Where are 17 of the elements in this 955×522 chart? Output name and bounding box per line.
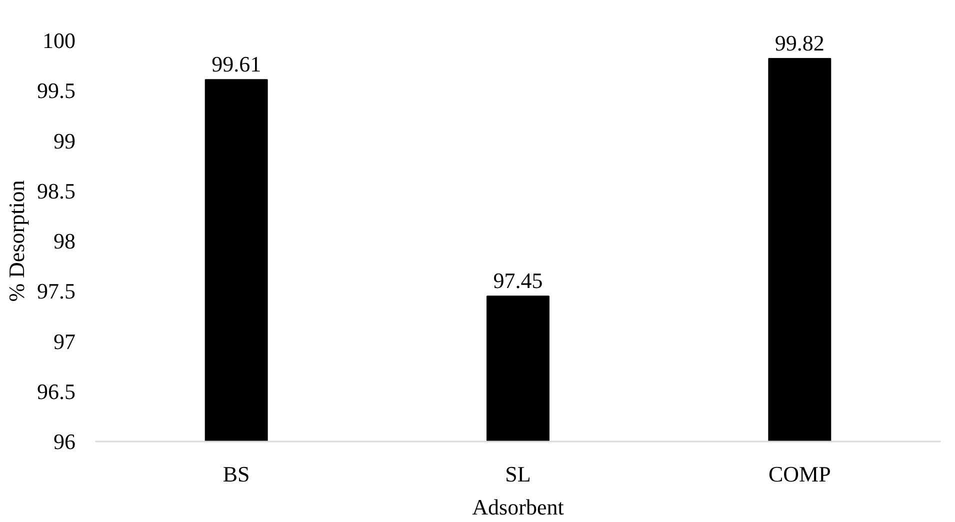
x-tick-label: BS: [222, 462, 250, 486]
y-tick-label: 96.5: [37, 378, 76, 404]
y-tick-label: 96: [54, 429, 76, 454]
y-tick-label: 98.5: [37, 178, 76, 204]
y-tick-label: 99: [54, 128, 76, 154]
y-axis-title: % Desorption: [4, 180, 29, 302]
x-tick-label: COMP: [768, 462, 831, 486]
data-label: 97.45: [493, 268, 543, 294]
x-tick-label: SL: [505, 462, 531, 486]
y-tick-label: 99.5: [37, 78, 76, 104]
y-tick-label: 97.5: [37, 278, 76, 304]
y-tick-label: 97: [54, 328, 76, 354]
y-tick-label: 98: [54, 228, 76, 254]
y-tick-label: 100: [42, 28, 76, 53]
data-label: 99.61: [212, 52, 262, 77]
data-label: 99.82: [774, 30, 824, 56]
x-axis-title: Adsorbent: [472, 494, 564, 520]
